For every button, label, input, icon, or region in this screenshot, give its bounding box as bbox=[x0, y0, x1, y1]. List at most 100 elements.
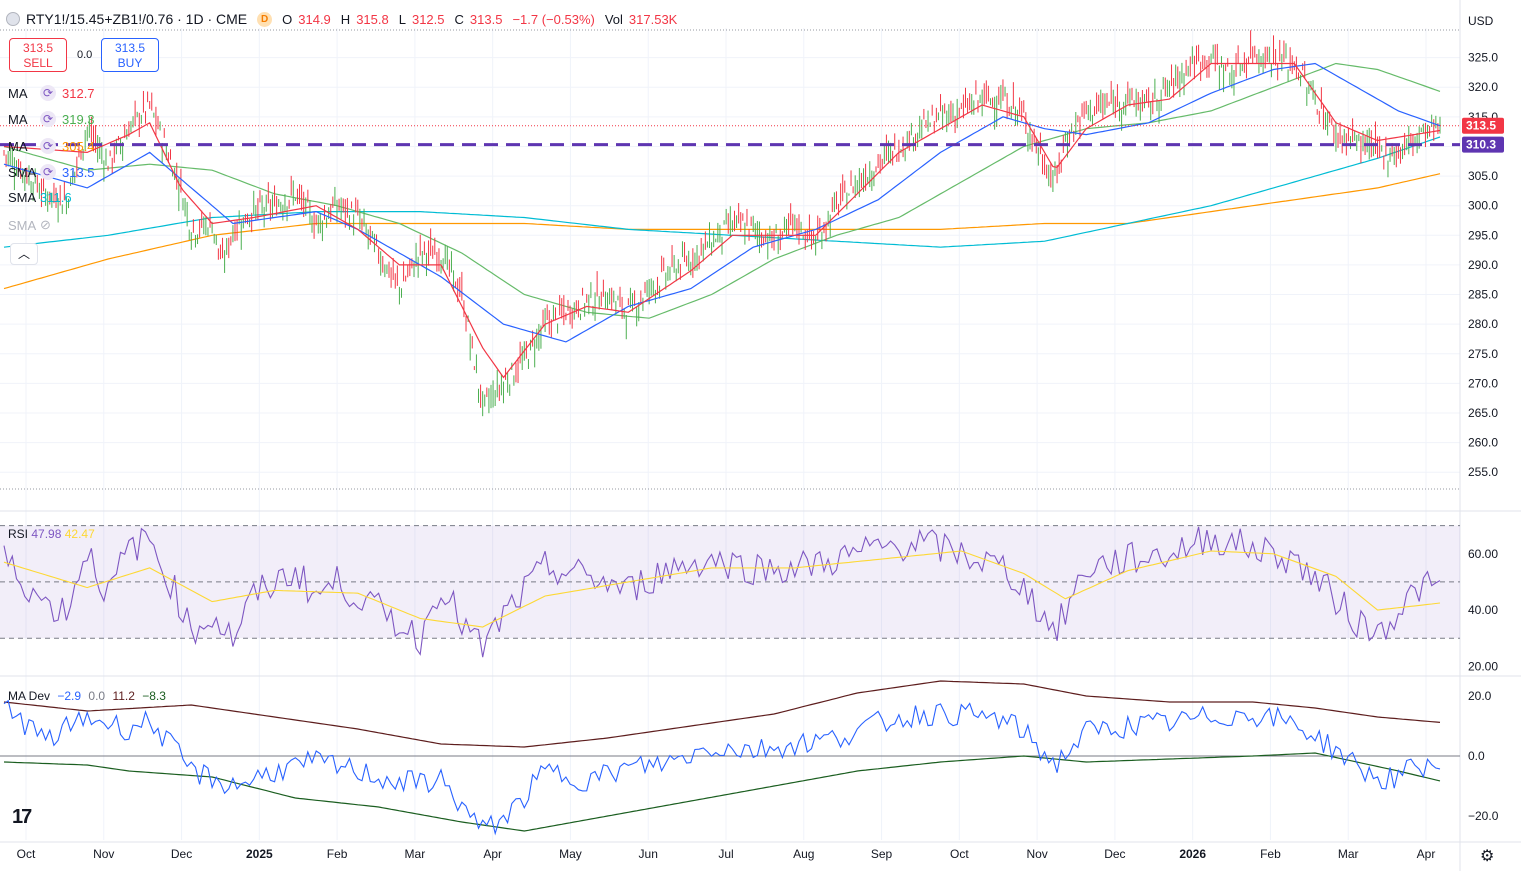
indicator-ma-2[interactable]: MA ⟳ 319.3 bbox=[8, 111, 95, 127]
price-tick-label: 270.0 bbox=[1468, 376, 1498, 390]
rsi-legend[interactable]: RSI 47.98 42.47 bbox=[8, 527, 95, 541]
time-tick-label: Dec bbox=[1104, 847, 1125, 861]
close-label: C bbox=[454, 11, 464, 27]
indicator-sma-2[interactable]: SMA 311.6 bbox=[8, 190, 72, 205]
madev-tick-label: −20.0 bbox=[1468, 809, 1499, 823]
rsi-ma-value: 42.47 bbox=[64, 527, 95, 541]
sell-price: 313.5 bbox=[22, 41, 54, 55]
madev-legend[interactable]: MA Dev −2.9 0.0 11.2 −8.3 bbox=[8, 689, 166, 703]
indicator-name: MA bbox=[8, 85, 28, 101]
high-label: H bbox=[340, 11, 351, 27]
time-tick-label: Aug bbox=[793, 847, 814, 861]
spread-value: 0.0 bbox=[77, 49, 93, 61]
madev-tick-label: 20.0 bbox=[1468, 689, 1492, 703]
indicator-name: MA bbox=[8, 111, 28, 127]
indicator-name: SMA bbox=[8, 217, 37, 233]
sell-label: SELL bbox=[23, 56, 53, 70]
open-label: O bbox=[282, 11, 293, 27]
currency-label[interactable]: USD bbox=[1468, 14, 1494, 28]
change-value: −1.7 (−0.53%) bbox=[512, 11, 595, 27]
indicator-ma-1[interactable]: MA ⟳ 312.7 bbox=[8, 85, 95, 101]
rsi-tick-label: 40.00 bbox=[1468, 603, 1498, 617]
indicator-value: 313.5 bbox=[62, 164, 95, 180]
symbol-header: RTY1!/15.45+ZB1!/0.76 · 1D · CME D O 314.… bbox=[6, 11, 681, 27]
indicator-ma-3[interactable]: MA ⟳ 305.4 bbox=[8, 138, 95, 154]
refresh-icon[interactable]: ⟳ bbox=[40, 164, 56, 180]
price-tick-label: 295.0 bbox=[1468, 228, 1498, 242]
time-tick-label: Oct bbox=[950, 847, 969, 861]
sma-blue-line bbox=[3, 62, 1441, 343]
exchange-badge: D bbox=[257, 11, 273, 27]
high-value: 315.8 bbox=[356, 11, 389, 27]
tradingview-logo[interactable]: 17 bbox=[12, 806, 32, 828]
time-tick-label: 2025 bbox=[246, 847, 273, 861]
rsi-line bbox=[3, 526, 1441, 658]
time-tick-label: Nov bbox=[93, 847, 114, 861]
ma-green-line bbox=[3, 62, 1441, 319]
support-price-label: 310.3 bbox=[1466, 138, 1496, 152]
time-tick-label: Sep bbox=[871, 847, 893, 861]
low-label: L bbox=[398, 11, 406, 27]
price-tick-label: 325.0 bbox=[1468, 51, 1498, 65]
sell-button[interactable]: 313.5 SELL bbox=[9, 38, 67, 72]
buy-price: 313.5 bbox=[114, 41, 146, 55]
price-tick-label: 260.0 bbox=[1468, 436, 1498, 450]
symbol-title[interactable]: RTY1!/15.45+ZB1!/0.76 · 1D · CME bbox=[26, 11, 248, 27]
indicator-sma-1[interactable]: SMA ⟳ 313.5 bbox=[8, 164, 95, 180]
price-tick-label: 285.0 bbox=[1468, 288, 1498, 302]
rsi-tick-label: 60.00 bbox=[1468, 547, 1498, 561]
indicator-value: 319.3 bbox=[62, 111, 95, 127]
time-tick-label: Jun bbox=[639, 847, 658, 861]
close-value: 313.5 bbox=[469, 11, 503, 27]
ma-orange-line bbox=[3, 173, 1441, 290]
symbol-logo-icon bbox=[6, 12, 20, 26]
time-tick-label: Feb bbox=[327, 847, 348, 861]
refresh-icon[interactable]: ⟳ bbox=[40, 111, 56, 127]
indicator-name: MA bbox=[8, 138, 28, 154]
last-price-tag bbox=[1462, 117, 1504, 134]
rsi-tick-label: 20.00 bbox=[1468, 659, 1498, 673]
madev-tick-label: 0.0 bbox=[1468, 749, 1485, 763]
time-tick-label: Dec bbox=[171, 847, 192, 861]
madev-dark-line bbox=[3, 680, 1441, 748]
madev-blue-line bbox=[3, 699, 1441, 836]
time-tick-label: Apr bbox=[1417, 847, 1436, 861]
gear-icon[interactable]: ⚙ bbox=[1480, 848, 1495, 865]
time-tick-label: Jul bbox=[718, 847, 733, 861]
time-tick-label: 2026 bbox=[1179, 847, 1206, 861]
time-tick-label: Mar bbox=[405, 847, 426, 861]
madev-value-2: 0.0 bbox=[88, 689, 106, 703]
volume-label: Vol bbox=[604, 11, 623, 27]
time-tick-label: May bbox=[559, 847, 582, 861]
buy-button[interactable]: 313.5 BUY bbox=[101, 38, 159, 72]
indicator-name: SMA bbox=[8, 190, 37, 205]
price-tick-label: 280.0 bbox=[1468, 317, 1498, 331]
madev-green-line bbox=[3, 752, 1441, 832]
time-tick-label: Apr bbox=[483, 847, 502, 861]
rsi-ma-line bbox=[3, 550, 1441, 628]
ma-red-line bbox=[3, 62, 1441, 379]
madev-value-4: −8.3 bbox=[142, 689, 166, 703]
refresh-icon[interactable]: ⟳ bbox=[40, 138, 56, 154]
time-tick-label: Oct bbox=[17, 847, 36, 861]
indicator-value: 305.4 bbox=[62, 138, 95, 154]
indicator-value: 311.6 bbox=[40, 190, 72, 205]
buy-label: BUY bbox=[117, 56, 143, 70]
indicator-value: 312.7 bbox=[62, 85, 95, 101]
collapse-legend-button[interactable]: ︿ bbox=[10, 243, 38, 265]
open-value: 314.9 bbox=[298, 11, 331, 27]
volume-value: 317.53K bbox=[628, 11, 678, 27]
refresh-icon[interactable]: ⟳ bbox=[40, 85, 56, 101]
madev-label: MA Dev bbox=[8, 689, 51, 703]
price-tick-label: 305.0 bbox=[1468, 169, 1498, 183]
sma-cyan-line bbox=[3, 136, 1441, 248]
last-price-label: 313.5 bbox=[1466, 119, 1496, 133]
rsi-label: RSI bbox=[8, 527, 29, 541]
madev-value-3: 11.2 bbox=[112, 689, 135, 703]
indicator-sma-3[interactable]: SMA ⊘ bbox=[8, 217, 51, 233]
hidden-eye-icon[interactable]: ⊘ bbox=[40, 217, 51, 232]
time-tick-label: Mar bbox=[1338, 847, 1359, 861]
time-tick-label: Nov bbox=[1026, 847, 1047, 861]
low-value: 312.5 bbox=[411, 11, 445, 27]
